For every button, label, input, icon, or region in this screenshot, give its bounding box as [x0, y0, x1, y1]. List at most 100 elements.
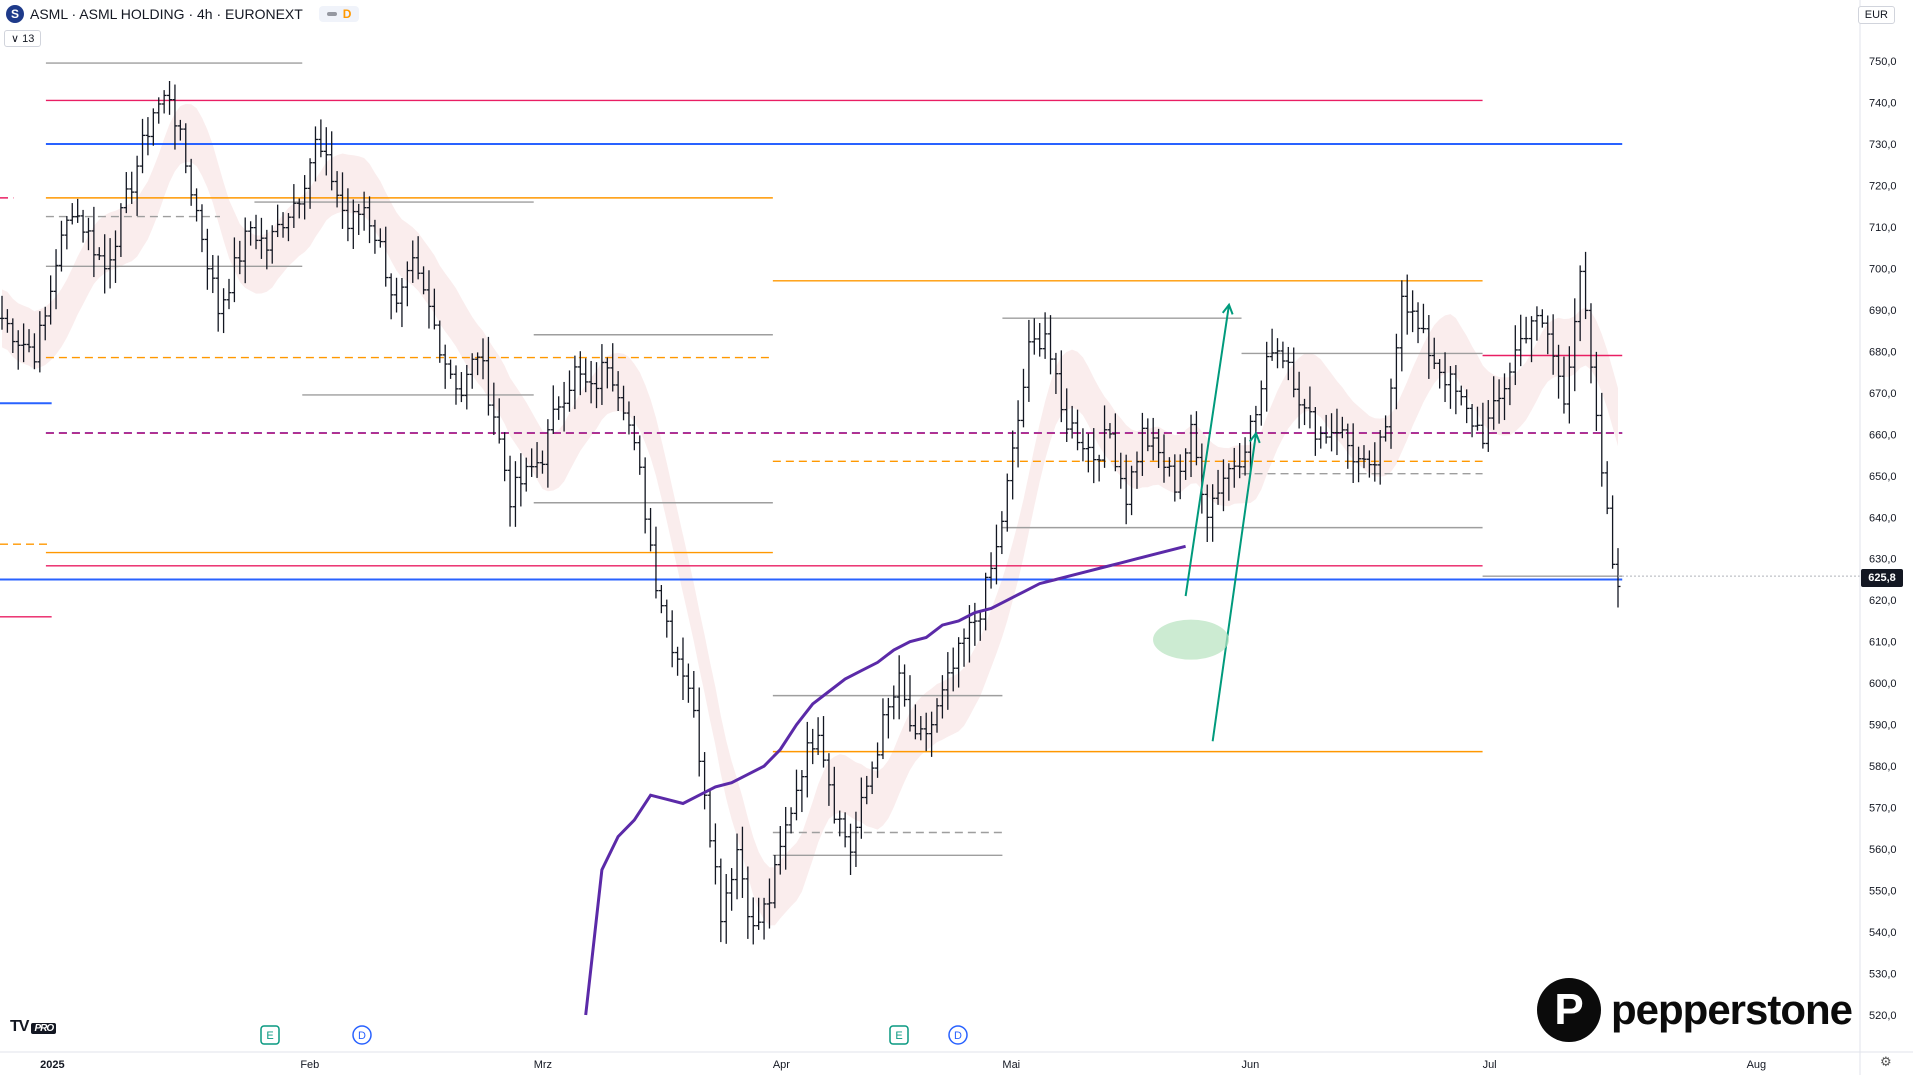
ohlc-bar [453, 365, 459, 405]
ohlc-bar [1053, 352, 1059, 395]
ohlc-bar [696, 687, 702, 777]
target-zone-ellipse[interactable] [1153, 619, 1230, 660]
ohlc-bar [356, 203, 362, 235]
indicators-toggle-button[interactable]: ∨ 13 [4, 30, 42, 47]
ohlc-bar [1599, 392, 1605, 487]
ohlc-bar [1420, 303, 1426, 334]
price-axis[interactable]: 750,0 740,0 730,0 720,0 710,0 700,0 690,0 680,0… [1859, 0, 1897, 1075]
ohlc-bar [653, 526, 659, 599]
ohlc-bar [691, 670, 697, 718]
ohlc-bar [1383, 415, 1389, 442]
ohlc-bar [1112, 413, 1118, 472]
time-axis[interactable]: 2025 Feb Mrz Apr Mai Jun Jul Aug [0, 1051, 1913, 1071]
ohlc-bar [950, 647, 956, 692]
dividend-marker-label: D [954, 1030, 962, 1042]
ohlc-bar [939, 675, 945, 719]
ohlc-bar [275, 204, 281, 238]
ohlc-bar [1334, 408, 1340, 456]
settings-icon[interactable]: ⚙ [1880, 1054, 1892, 1069]
dividend-icon[interactable]: D [352, 1025, 372, 1045]
ohlc-bar [1264, 341, 1270, 412]
tradingview-logo[interactable]: TV PRO [10, 1018, 57, 1036]
ohlc-bar [1518, 314, 1524, 367]
ohlc-bar [1496, 379, 1502, 424]
ohlc-bar [1031, 318, 1037, 355]
y-tick-label: 540,0 [1869, 927, 1897, 939]
earnings-marker-box [889, 1025, 909, 1045]
ohlc-bar [37, 311, 43, 373]
ohlc-bar [761, 897, 767, 940]
projection-arrow[interactable] [1184, 306, 1229, 597]
ohlc-bar [594, 362, 600, 409]
ohlc-bar [675, 646, 681, 676]
ohlc-bar [334, 171, 340, 208]
ohlc-bar [977, 611, 983, 641]
y-tick-label: 650,0 [1869, 471, 1897, 483]
ohlc-bar [1172, 454, 1178, 502]
y-tick-label: 690,0 [1869, 305, 1897, 317]
ohlc-bar [172, 84, 178, 150]
ohlc-bar [885, 697, 891, 739]
moving-average-line[interactable] [584, 544, 1186, 1016]
y-tick-label: 590,0 [1869, 720, 1897, 732]
ohlc-bar [821, 716, 827, 768]
earnings-icon[interactable]: E [889, 1025, 909, 1045]
ohlc-bar [1312, 407, 1318, 456]
ohlc-bar [69, 203, 75, 225]
ohlc-bar [188, 158, 194, 206]
ohlc-bar [1329, 413, 1335, 452]
ohlc-bar [961, 628, 967, 667]
market-status-badge[interactable]: D [318, 6, 360, 22]
ohlc-bar [523, 457, 529, 492]
ohlc-bar [896, 655, 902, 720]
currency-selector[interactable]: EUR [1857, 6, 1895, 24]
ma-ribbon [2, 104, 1618, 926]
ohlc-bar [372, 219, 378, 254]
symbol-logo-icon[interactable]: S [6, 5, 24, 23]
ohlc-bar [1156, 428, 1162, 468]
ohlc-bar [1377, 429, 1383, 485]
chart-title[interactable]: ASML · ASML HOLDING · 4h · EURONEXT [30, 6, 303, 22]
ohlc-bar [1004, 473, 1010, 532]
earnings-icon[interactable]: E [260, 1025, 280, 1045]
x-tick-label: Mrz [534, 1059, 552, 1071]
ohlc-bar [804, 721, 810, 798]
dividend-icon[interactable]: D [948, 1025, 968, 1045]
ohlc-bar [129, 171, 135, 204]
ohlc-bar [1280, 341, 1286, 369]
ohlc-bar [1491, 376, 1497, 430]
market-status-label: D [342, 7, 352, 21]
x-tick-label: Jun [1242, 1059, 1260, 1071]
ohlc-bar [1350, 423, 1356, 483]
ohlc-bar [723, 874, 729, 944]
ohlc-bar [718, 858, 724, 943]
y-tick-label: 660,0 [1869, 429, 1897, 441]
ohlc-bar [10, 318, 16, 354]
ohlc-bar [1183, 448, 1189, 480]
ohlc-bar [858, 777, 864, 839]
ohlc-bar [529, 448, 535, 477]
ohlc-bar [664, 599, 670, 638]
ohlc-bar [1577, 265, 1583, 342]
ohlc-bar [577, 351, 583, 396]
ohlc-bar [1247, 415, 1253, 475]
ohlc-bar [1048, 315, 1054, 375]
ohlc-bar [1275, 338, 1281, 369]
tv-pro-badge: PRO [31, 1023, 57, 1034]
dividend-marker-circle [948, 1025, 968, 1045]
ohlc-bar [642, 457, 648, 534]
ohlc-bar [999, 511, 1005, 555]
y-tick-label: 700,0 [1869, 263, 1897, 275]
ohlc-bar [1215, 469, 1221, 505]
ohlc-bar [264, 229, 270, 270]
ohlc-bar [1139, 412, 1145, 476]
ohlc-bar [1485, 400, 1491, 452]
projection-arrow[interactable] [1211, 434, 1256, 742]
ohlc-bar [572, 355, 578, 410]
chart-header: S ASML · ASML HOLDING · 4h · EURONEXT D [6, 5, 360, 23]
ohlc-bar [1480, 402, 1486, 449]
ohlc-bar [1523, 316, 1529, 344]
ohlc-bar [707, 789, 713, 848]
ohlc-bar [1431, 337, 1437, 370]
